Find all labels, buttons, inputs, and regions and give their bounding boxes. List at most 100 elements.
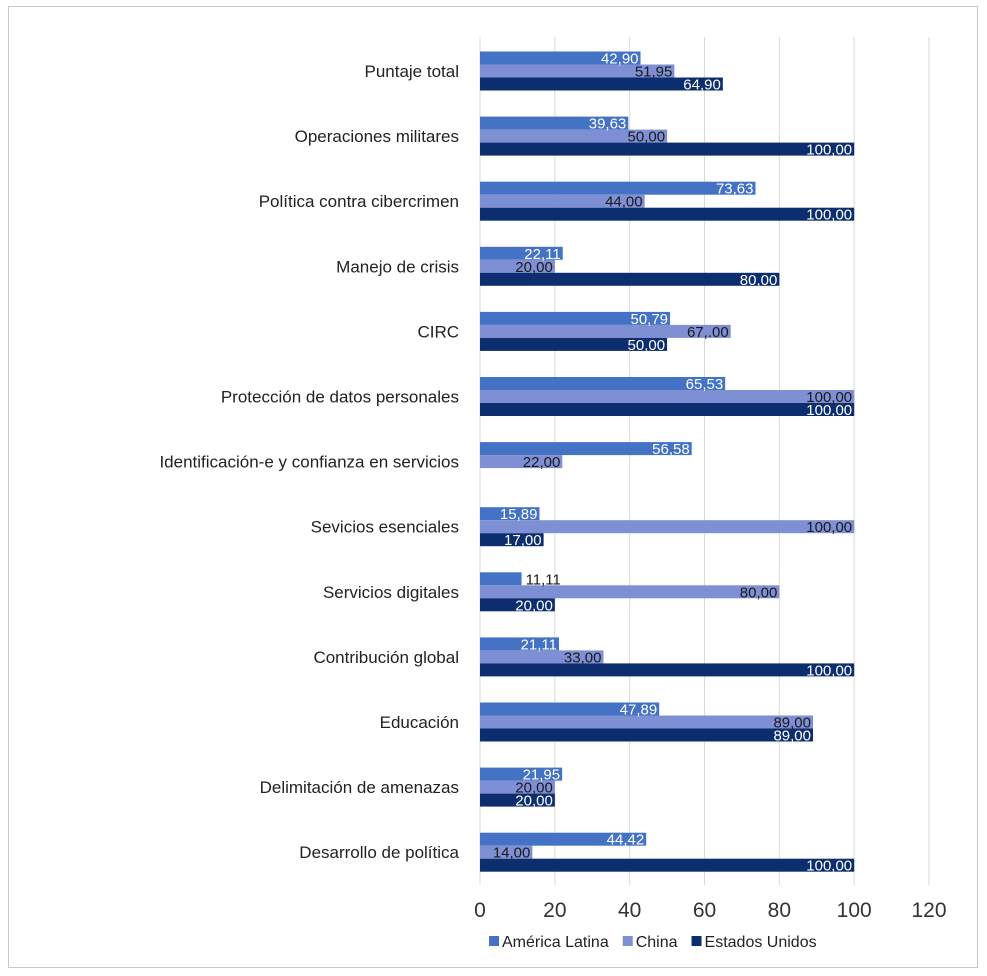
chart-frame: 42,90 51,95 64,90 39,63 50,00 100,00 73,63 44,0… <box>8 6 978 968</box>
data-label: 22,11 <box>524 246 560 263</box>
bar <box>480 337 668 351</box>
bar <box>480 77 723 91</box>
data-label: 100,00 <box>806 858 852 875</box>
bar <box>480 259 555 273</box>
legend-label: Estados Unidos <box>705 934 817 951</box>
category-label: Política contra cibercrimen <box>259 192 459 211</box>
category-label: Educación <box>380 713 459 732</box>
data-label: 50,79 <box>630 311 668 328</box>
bar <box>480 585 780 599</box>
data-label: 21,11 <box>521 636 557 653</box>
bar <box>480 403 855 416</box>
category-label: Contribución global <box>313 648 459 667</box>
data-label: 80,00 <box>740 584 778 601</box>
category-label: CIRC <box>417 322 459 341</box>
data-label: 65,53 <box>686 376 724 393</box>
data-label: 33,00 <box>564 649 602 666</box>
bar <box>480 324 731 338</box>
legend-swatch <box>489 936 499 946</box>
data-label: 80,00 <box>740 272 778 289</box>
data-label: 21,95 <box>523 767 561 784</box>
category-label: Sevicios esenciales <box>311 518 459 537</box>
value-labels: 42,9051,9564,9039,6350,00100,0073,6344,0… <box>493 51 852 875</box>
data-label: 100,00 <box>806 389 852 406</box>
bar <box>480 650 604 664</box>
bar <box>480 793 555 807</box>
bar <box>480 51 641 65</box>
bar <box>480 637 559 651</box>
data-label: 67,.00 <box>687 324 729 341</box>
legend-label: América Latina <box>502 934 609 951</box>
bar <box>480 780 555 794</box>
bar <box>480 64 675 78</box>
data-label: 89,00 <box>773 715 811 732</box>
data-label: 56,58 <box>652 441 690 458</box>
bar <box>480 663 855 677</box>
data-label: 44,42 <box>607 832 645 849</box>
bar <box>480 832 647 846</box>
bar <box>480 845 533 859</box>
bar-chart: 42,9051,9564,9039,6350,00100,0073,6344,0… <box>159 37 947 951</box>
category-labels: Puntaje total Operaciones militares Políti… <box>159 62 459 862</box>
data-label: 47,89 <box>620 702 658 719</box>
bar <box>480 858 855 872</box>
data-label: 20,00 <box>515 597 553 614</box>
gridlines <box>479 37 930 885</box>
category-label: Servicios digitales <box>323 583 459 602</box>
bar <box>480 194 645 208</box>
category-label: Identificación-e y confianza en servicio… <box>159 453 459 472</box>
category-label: Puntaje total <box>364 62 459 81</box>
bar <box>480 181 756 195</box>
x-tick-label: 0 <box>474 899 486 922</box>
bar <box>480 142 855 156</box>
bar <box>480 442 692 456</box>
bar <box>480 272 780 286</box>
data-label: 89,00 <box>773 728 811 745</box>
bar <box>480 715 814 729</box>
legend-swatch <box>622 936 633 946</box>
data-label: 20,00 <box>515 259 553 276</box>
bar <box>480 728 814 742</box>
data-label: 50,00 <box>628 129 666 146</box>
x-tick-label: 120 <box>911 899 946 922</box>
bar <box>480 207 855 221</box>
x-tick-label: 100 <box>837 899 872 922</box>
data-label: 22,00 <box>523 454 561 471</box>
x-axis-ticks: 0 20 40 60 80 100 120 <box>474 899 946 922</box>
data-label: 42,90 <box>601 51 639 68</box>
data-label: 100,00 <box>806 519 852 536</box>
bar <box>480 129 668 143</box>
data-label: 17,00 <box>504 532 542 549</box>
data-label: 100,00 <box>806 402 852 419</box>
bar <box>480 455 563 469</box>
x-tick-label: 80 <box>768 899 791 922</box>
legend: América Latina China Estados Unidos <box>489 934 817 951</box>
bar <box>480 533 544 547</box>
bar <box>480 507 540 521</box>
bar <box>480 520 855 534</box>
data-label: 73,63 <box>716 181 754 198</box>
bars <box>480 51 855 872</box>
category-label: Manejo de crisis <box>336 257 459 276</box>
data-label: 20,00 <box>515 780 553 797</box>
data-label: 100,00 <box>806 142 852 159</box>
bar <box>480 311 671 325</box>
data-label: 39,63 <box>589 116 627 133</box>
data-label: 51,95 <box>635 64 673 81</box>
category-label: Protección de datos personales <box>221 388 459 407</box>
legend-swatch <box>691 936 702 946</box>
data-label: 11,11 <box>526 571 561 588</box>
bar <box>480 572 522 586</box>
bar <box>480 116 629 130</box>
bar <box>480 702 660 716</box>
data-label: 20,00 <box>515 793 553 810</box>
bar <box>480 390 855 403</box>
x-tick-label: 20 <box>543 899 566 922</box>
category-label: Delimitación de amenazas <box>260 778 459 797</box>
bar <box>480 246 563 260</box>
x-tick-label: 60 <box>693 899 716 922</box>
data-label: 100,00 <box>806 207 852 224</box>
data-label: 14,00 <box>493 845 531 862</box>
category-label: Desarrollo de política <box>299 843 459 862</box>
data-label: 15,89 <box>500 506 538 523</box>
